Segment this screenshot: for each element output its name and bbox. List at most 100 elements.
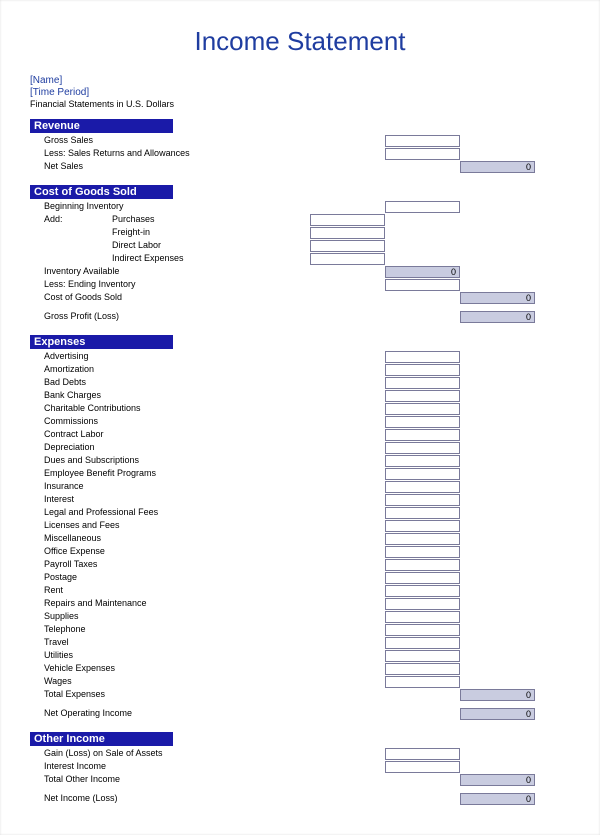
expense-input[interactable] — [385, 390, 460, 402]
value-inventory-available: 0 — [385, 266, 460, 278]
value-net-income: 0 — [460, 793, 535, 805]
input-less-returns[interactable] — [385, 148, 460, 160]
expense-line: Utilities — [42, 650, 310, 662]
expense-input[interactable] — [385, 585, 460, 597]
expense-input[interactable] — [385, 650, 460, 662]
input-freight-in[interactable] — [310, 227, 385, 239]
input-gross-sales[interactable] — [385, 135, 460, 147]
line-gross-sales: Gross Sales — [42, 135, 310, 147]
expense-line: Interest — [42, 494, 310, 506]
line-purchases: Purchases — [110, 214, 310, 226]
expense-line: Charitable Contributions — [42, 403, 310, 415]
line-indirect-expenses: Indirect Expenses — [110, 253, 310, 265]
section-cogs-header: Cost of Goods Sold — [30, 185, 173, 199]
expense-input[interactable] — [385, 663, 460, 675]
line-total-other: Total Other Income — [42, 774, 310, 786]
input-beg-inventory[interactable] — [385, 201, 460, 213]
expense-input[interactable] — [385, 455, 460, 467]
expense-line: Wages — [42, 676, 310, 688]
expense-line: Contract Labor — [42, 429, 310, 441]
expense-input[interactable] — [385, 468, 460, 480]
expense-line: Office Expense — [42, 546, 310, 558]
expense-input[interactable] — [385, 676, 460, 688]
expense-input[interactable] — [385, 442, 460, 454]
expense-line: Rent — [42, 585, 310, 597]
line-interest-income: Interest Income — [42, 761, 310, 773]
meta-currency: Financial Statements in U.S. Dollars — [30, 99, 570, 109]
expense-line: Amortization — [42, 364, 310, 376]
expense-input[interactable] — [385, 403, 460, 415]
line-inventory-available: Inventory Available — [42, 266, 310, 278]
expense-line: Travel — [42, 637, 310, 649]
section-revenue-header: Revenue — [30, 119, 173, 133]
input-interest-income[interactable] — [385, 761, 460, 773]
line-net-operating: Net Operating Income — [42, 708, 310, 720]
expense-line: Repairs and Maintenance — [42, 598, 310, 610]
value-net-operating: 0 — [460, 708, 535, 720]
expense-line: Dues and Subscriptions — [42, 455, 310, 467]
expense-line: Advertising — [42, 351, 310, 363]
line-total-expenses: Total Expenses — [42, 689, 310, 701]
input-indirect-expenses[interactable] — [310, 253, 385, 265]
revenue-grid: Gross Sales Less: Sales Returns and Allo… — [30, 134, 570, 179]
input-less-ending[interactable] — [385, 279, 460, 291]
expense-line: Telephone — [42, 624, 310, 636]
expense-line: Payroll Taxes — [42, 559, 310, 571]
expenses-grid: AdvertisingAmortizationBad DebtsBank Cha… — [30, 350, 570, 726]
expense-input[interactable] — [385, 598, 460, 610]
line-beg-inventory: Beginning Inventory — [42, 201, 310, 213]
section-expenses-header: Expenses — [30, 335, 173, 349]
value-total-other: 0 — [460, 774, 535, 786]
line-less-returns: Less: Sales Returns and Allowances — [42, 148, 310, 160]
meta-name: [Name] — [30, 75, 570, 86]
expense-input[interactable] — [385, 481, 460, 493]
expense-input[interactable] — [385, 520, 460, 532]
value-gross-profit: 0 — [460, 311, 535, 323]
expense-line: Postage — [42, 572, 310, 584]
expense-line: Employee Benefit Programs — [42, 468, 310, 480]
line-net-sales: Net Sales — [42, 161, 310, 173]
expense-line: Insurance — [42, 481, 310, 493]
expense-input[interactable] — [385, 533, 460, 545]
line-add: Add: — [42, 214, 110, 226]
line-gross-profit: Gross Profit (Loss) — [42, 311, 310, 323]
value-net-sales: 0 — [460, 161, 535, 173]
value-total-expenses: 0 — [460, 689, 535, 701]
income-statement-page: Income Statement [Name] [Time Period] Fi… — [0, 0, 600, 835]
input-direct-labor[interactable] — [310, 240, 385, 252]
expense-input[interactable] — [385, 377, 460, 389]
expense-input[interactable] — [385, 416, 460, 428]
expense-input[interactable] — [385, 559, 460, 571]
expense-input[interactable] — [385, 572, 460, 584]
expense-line: Miscellaneous — [42, 533, 310, 545]
expense-input[interactable] — [385, 546, 460, 558]
expense-line: Legal and Professional Fees — [42, 507, 310, 519]
expense-line: Depreciation — [42, 442, 310, 454]
expense-line: Bad Debts — [42, 377, 310, 389]
expense-input[interactable] — [385, 611, 460, 623]
expense-input[interactable] — [385, 507, 460, 519]
expense-line: Bank Charges — [42, 390, 310, 402]
expense-line: Licenses and Fees — [42, 520, 310, 532]
expense-input[interactable] — [385, 637, 460, 649]
expense-line: Supplies — [42, 611, 310, 623]
expense-input[interactable] — [385, 351, 460, 363]
value-cogs: 0 — [460, 292, 535, 304]
expense-input[interactable] — [385, 364, 460, 376]
line-less-ending: Less: Ending Inventory — [42, 279, 310, 291]
input-purchases[interactable] — [310, 214, 385, 226]
page-title: Income Statement — [30, 26, 570, 57]
expense-line: Commissions — [42, 416, 310, 428]
other-grid: Gain (Loss) on Sale of Assets Interest I… — [30, 747, 570, 805]
line-direct-labor: Direct Labor — [110, 240, 310, 252]
line-net-income: Net Income (Loss) — [42, 793, 310, 805]
expense-input[interactable] — [385, 494, 460, 506]
line-cogs: Cost of Goods Sold — [42, 292, 310, 304]
section-other-header: Other Income — [30, 732, 173, 746]
cogs-grid: Beginning Inventory Add:Purchases Freigh… — [30, 200, 570, 329]
meta-period: [Time Period] — [30, 87, 570, 98]
expense-line: Vehicle Expenses — [42, 663, 310, 675]
expense-input[interactable] — [385, 624, 460, 636]
expense-input[interactable] — [385, 429, 460, 441]
line-freight-in: Freight-in — [110, 227, 310, 239]
